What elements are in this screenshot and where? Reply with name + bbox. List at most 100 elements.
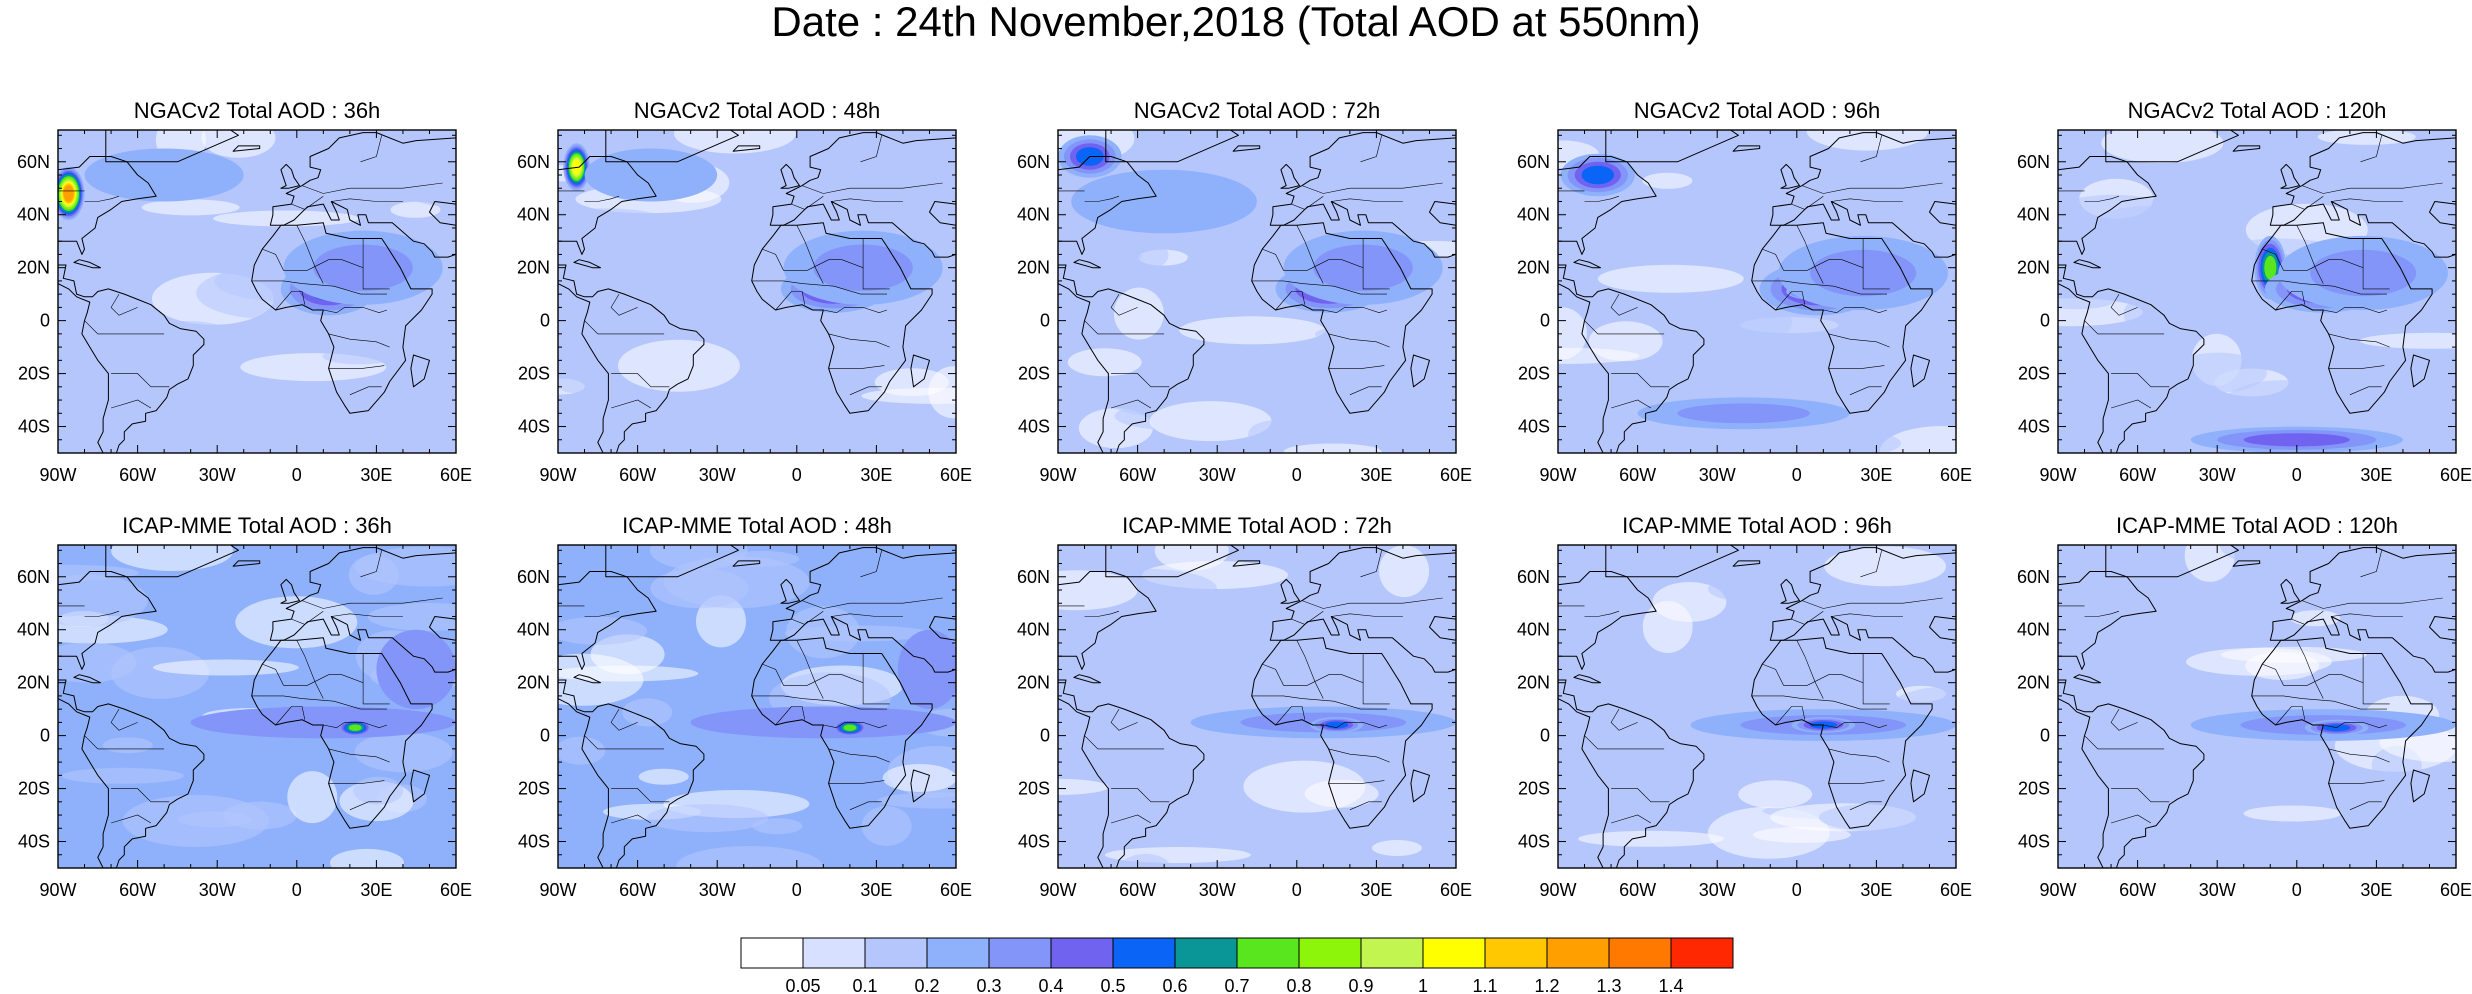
lon-tick-label: 60E <box>2440 880 2472 900</box>
aod-texture <box>122 795 269 847</box>
coastline <box>2251 637 2433 829</box>
aod-field <box>1558 545 1956 868</box>
lon-tick-label: 0 <box>292 880 302 900</box>
lat-tick-label: 60N <box>517 152 550 172</box>
aod-texture <box>2243 805 2342 822</box>
aod-field <box>2058 130 2456 453</box>
aod-texture <box>1058 570 1138 611</box>
aod-texture <box>2123 294 2174 335</box>
lon-tick-label: 30W <box>1699 465 1736 485</box>
country-border <box>331 198 403 202</box>
coastline <box>1232 560 1261 567</box>
aod-field <box>58 130 456 453</box>
aod-texture <box>1708 574 1806 603</box>
aod-texture <box>408 309 456 338</box>
colorbar-swatch <box>1050 937 1114 969</box>
country-border <box>796 640 824 699</box>
colorbar-swatch <box>926 937 990 969</box>
lon-tick-label: 60E <box>440 880 472 900</box>
lon-tick-label: 60E <box>1940 880 1972 900</box>
coastline <box>410 354 430 388</box>
aod-texture <box>1779 429 1902 453</box>
aod-texture <box>1806 130 1929 151</box>
country-border <box>323 307 388 314</box>
country-border <box>584 610 620 617</box>
colorbar-swatch <box>864 937 928 969</box>
colorbar-label: 1 <box>1418 976 1428 994</box>
country-border <box>1328 333 1390 348</box>
aod-texture <box>2058 414 2087 442</box>
country-border <box>349 386 382 396</box>
country-border <box>860 550 882 578</box>
coastline <box>2280 163 2300 189</box>
aod-texture <box>1579 557 1702 574</box>
coastline <box>280 578 300 604</box>
lat-tick-label: 40N <box>1017 620 1050 640</box>
aod-texture <box>1304 779 1379 808</box>
country-border <box>1328 748 1390 763</box>
aod-texture <box>58 574 148 627</box>
lat-tick-label: 20N <box>17 258 50 278</box>
country-border <box>2084 735 2165 750</box>
country-border <box>610 293 638 316</box>
aod-plume-contour <box>348 724 362 731</box>
lon-tick-label: 30E <box>860 880 892 900</box>
coastlines <box>1558 545 1956 868</box>
lat-tick-label: 60N <box>517 567 550 587</box>
country-border <box>1110 293 1138 316</box>
coastline <box>1105 545 1239 578</box>
coastline <box>269 132 456 258</box>
country-border <box>1611 788 1670 803</box>
lon-tick-label: 90W <box>2039 465 2076 485</box>
colorbar-swatch <box>1484 937 1548 969</box>
coastline <box>1558 571 1657 670</box>
aod-texture <box>1558 612 1615 653</box>
aod-plume-contour <box>897 629 956 710</box>
coastline <box>732 560 761 567</box>
lon-tick-label: 0 <box>1792 880 1802 900</box>
lat-tick-label: 40S <box>1018 417 1050 437</box>
country-border <box>1751 695 1887 710</box>
colorbar-swatch <box>1608 937 1672 969</box>
country-border <box>1084 320 1165 335</box>
lat-tick-label: 0 <box>40 726 50 746</box>
coastline <box>280 163 300 189</box>
country-border <box>791 610 824 625</box>
aod-texture <box>743 161 866 214</box>
aod-texture <box>353 776 404 805</box>
aod-texture <box>1186 247 1261 275</box>
country-border <box>2084 320 2165 335</box>
aod-texture <box>2184 545 2235 582</box>
lat-tick-label: 20N <box>1517 258 1550 278</box>
country-border <box>751 280 887 295</box>
coastline <box>769 547 956 673</box>
lat-tick-label: 60N <box>2017 152 2050 172</box>
colorbar-swatch <box>1546 937 1610 969</box>
lat-tick-label: 20S <box>518 364 550 384</box>
coastline <box>2073 259 2101 269</box>
colorbar-swatch <box>1360 937 1424 969</box>
country-border <box>296 640 324 699</box>
lat-tick-label: 0 <box>540 726 550 746</box>
coastlines <box>58 545 456 868</box>
coastline <box>1280 163 1300 189</box>
aod-plume-contour <box>843 724 857 731</box>
aod-texture <box>152 659 299 676</box>
coastline <box>1251 222 1433 414</box>
lon-tick-label: 30E <box>360 880 392 900</box>
aod-texture <box>1384 793 1456 834</box>
lat-tick-label: 20S <box>1018 779 1050 799</box>
country-border <box>849 386 882 396</box>
coastline <box>558 264 705 453</box>
lon-tick-label: 90W <box>39 880 76 900</box>
aod-texture <box>2219 545 2318 566</box>
country-border <box>1796 640 1824 699</box>
country-border <box>1823 307 1888 314</box>
panel-title: ICAP-MME Total AOD : 36h <box>122 513 392 538</box>
country-border <box>1111 788 1170 803</box>
country-border <box>1360 135 1382 163</box>
coastline <box>1269 547 1456 673</box>
panel-title: ICAP-MME Total AOD : 96h <box>1622 513 1892 538</box>
coastline <box>558 679 705 868</box>
aod-texture <box>688 251 787 292</box>
